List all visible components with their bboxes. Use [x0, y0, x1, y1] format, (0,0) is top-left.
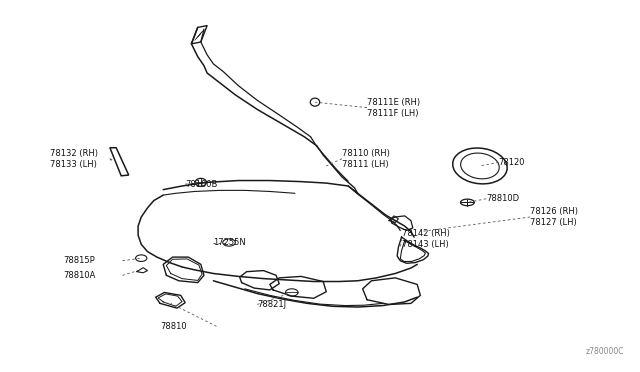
Text: 17255N: 17255N: [213, 238, 246, 247]
Text: 78120: 78120: [499, 158, 525, 167]
Text: z780000C: z780000C: [586, 347, 624, 356]
Text: 78810A: 78810A: [63, 271, 95, 280]
Text: 78100B: 78100B: [185, 180, 218, 189]
Text: 78110 (RH)
78111 (LH): 78110 (RH) 78111 (LH): [342, 148, 390, 169]
Text: 78810: 78810: [160, 322, 187, 331]
Text: 78111E (RH)
78111F (LH): 78111E (RH) 78111F (LH): [367, 97, 420, 118]
Text: 78142 (RH)
78143 (LH): 78142 (RH) 78143 (LH): [401, 229, 449, 249]
Text: 78126 (RH)
78127 (LH): 78126 (RH) 78127 (LH): [530, 207, 578, 227]
Text: 78132 (RH)
78133 (LH): 78132 (RH) 78133 (LH): [51, 148, 99, 169]
Text: 78810D: 78810D: [486, 194, 519, 203]
Text: 78821J: 78821J: [257, 300, 287, 309]
Text: 78815P: 78815P: [63, 256, 95, 265]
